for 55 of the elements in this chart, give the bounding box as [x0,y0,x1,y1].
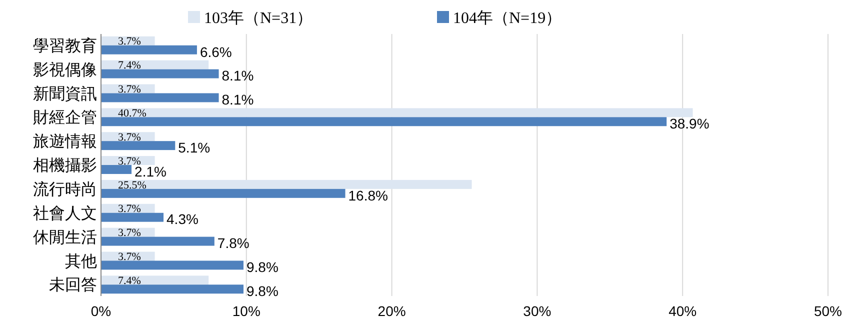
data-label: 38.9% [670,116,710,132]
data-label: 3.7% [118,227,141,240]
data-label: 9.8% [246,283,278,300]
data-label: 3.7% [118,36,141,48]
x-tick-label: 50% [814,303,842,319]
data-label: 3.7% [118,203,141,216]
y-tick-label: 新聞資訊 [33,84,97,103]
data-label: 16.8% [348,187,388,204]
data-label: 25.5% [118,179,146,192]
y-tick-label: 社會人文 [33,204,97,222]
y-tick-label: 學習教育 [33,36,97,55]
x-tick-label: 0% [90,303,112,319]
legend-label: 103年（N=31） [204,10,313,27]
data-label: 5.1% [178,139,210,156]
bar [101,188,346,198]
bar [101,276,209,285]
bar [101,284,244,294]
bar [101,260,244,270]
bar [101,60,209,70]
y-tick-label: 旅遊情報 [33,132,97,151]
data-label: 7.8% [217,235,250,252]
bar [101,69,219,78]
y-tick-label: 其他 [65,252,97,270]
x-tick-label: 20% [378,303,406,319]
data-label: 7.4% [118,60,141,72]
y-tick-label: 流行時尚 [33,180,97,199]
data-label: 3.7% [118,155,141,168]
bar [101,141,176,150]
x-tick-label: 40% [668,303,697,319]
data-label: 7.4% [118,275,141,287]
data-label: 40.7% [118,108,146,120]
y-tick-label: 財經企管 [33,110,97,127]
bar [101,180,472,189]
data-label: 9.8% [246,259,278,276]
data-label: 8.1% [222,92,254,108]
x-tick-label: 30% [523,303,552,319]
data-label: 3.7% [118,84,141,96]
bar [101,117,667,126]
x-tick-label: 10% [232,303,260,319]
data-label: 3.7% [118,251,141,264]
y-tick-label: 影視偶像 [33,60,97,79]
data-label: 6.6% [200,44,232,60]
bar [101,165,132,174]
data-label: 8.1% [222,68,254,84]
data-label: 3.7% [118,131,141,144]
bar [101,93,219,102]
data-label: 4.3% [166,211,198,228]
bar [101,108,693,118]
y-tick-label: 未回答 [49,276,97,294]
bar [101,212,164,222]
legend-label: 104年（N=19） [453,10,562,27]
bar [101,45,197,54]
y-tick-label: 相機攝影 [33,156,97,175]
y-tick-label: 休閒生活 [33,228,97,246]
bar [101,236,214,246]
